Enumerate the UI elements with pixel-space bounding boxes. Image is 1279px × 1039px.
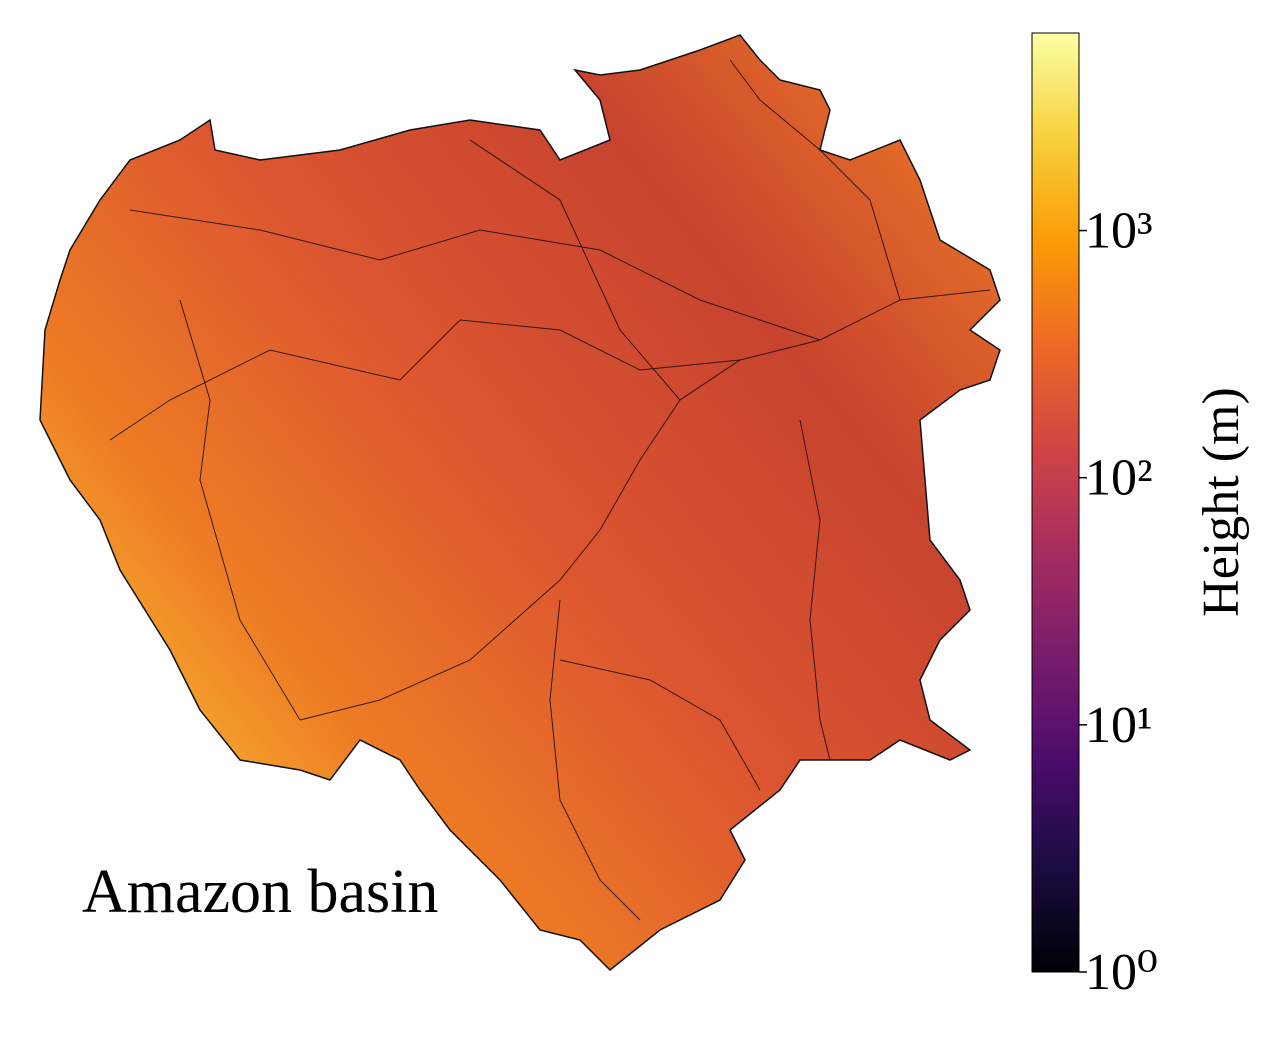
basin-shape	[39, 34, 1001, 972]
river	[179, 299, 301, 721]
tick-label: 10¹	[1085, 697, 1153, 754]
colorbar: 10⁰ 10¹ 10² 10³	[1031, 32, 1158, 1001]
colorbar-label: Height (m)	[1193, 387, 1250, 617]
river	[729, 59, 901, 301]
river	[799, 419, 831, 761]
tick-label: 10³	[1085, 203, 1153, 260]
tick-label: 10²	[1085, 450, 1153, 507]
river	[549, 599, 641, 921]
river	[129, 209, 821, 341]
map-title: Amazon basin	[82, 858, 438, 926]
river	[109, 319, 741, 441]
tick-label: 10⁰	[1085, 944, 1158, 1001]
river	[299, 289, 991, 721]
river	[469, 139, 681, 401]
colorbar-fill	[1031, 32, 1080, 973]
basin-map	[39, 34, 1001, 972]
river	[559, 659, 761, 791]
